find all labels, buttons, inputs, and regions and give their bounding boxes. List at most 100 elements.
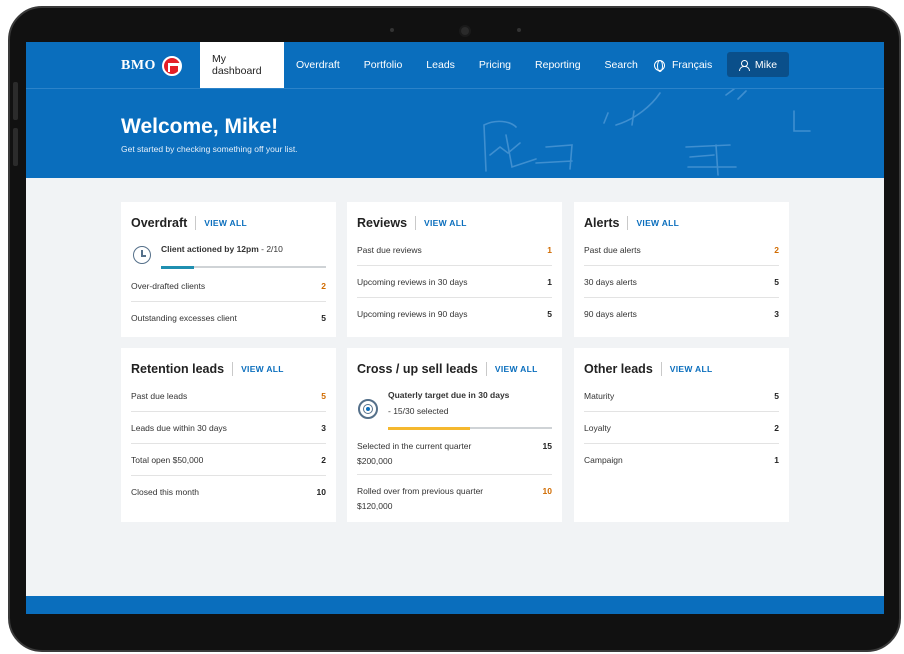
row-value: 5 [321,313,326,323]
row-value: 1 [774,455,779,465]
list-item[interactable]: Total open $50,000 2 [131,455,326,465]
row-label: Past due leads [131,391,188,401]
card-title: Overdraft [131,216,188,230]
divider [195,216,197,230]
other-leads-card: Other leads VIEW ALL Maturity 5 Loyalty … [574,348,789,522]
target-icon [358,399,378,419]
row-divider [584,297,779,298]
view-all-overdraft-link[interactable]: VIEW ALL [204,218,247,228]
row-value: 10 [542,486,552,496]
list-item[interactable]: Rolled over from previous quarter $120,0… [357,486,552,511]
nav-items: My dashboard Overdraft Portfolio Leads P… [200,42,650,88]
task-progress-fill [388,426,470,430]
welcome-banner: Welcome, Mike! Get started by checking s… [26,88,884,178]
view-all-reviews-link[interactable]: VIEW ALL [424,218,467,228]
view-all-retention-link[interactable]: VIEW ALL [241,364,284,374]
task-progress-bar [161,265,326,269]
list-item[interactable]: Over-drafted clients 2 [131,281,326,291]
list-item[interactable]: 30 days alerts 5 [584,277,779,287]
list-item[interactable]: Past due reviews 1 [357,245,552,255]
row-value: 5 [321,391,326,401]
user-menu-button[interactable]: Mike [727,52,789,77]
user-icon [738,59,750,71]
camera [459,25,471,37]
card-title: Other leads [584,362,653,376]
row-divider [584,265,779,266]
row-value: 3 [321,423,326,433]
task-progress-text: - 15/30 selected [388,406,449,416]
task-progress-fill [161,265,194,269]
row-label: Upcoming reviews in 90 days [357,309,468,319]
nav-item-leads[interactable]: Leads [426,59,455,71]
globe-icon [654,59,665,72]
row-label: Leads due within 30 days [131,423,227,433]
row-divider [131,443,326,444]
row-value: 2 [321,281,326,291]
reviews-card: Reviews VIEW ALL Past due reviews 1 Upco… [347,202,562,337]
row-value: 3 [774,309,779,319]
footer-bar [26,596,884,614]
view-all-other-leads-link[interactable]: VIEW ALL [669,364,713,374]
bmo-roundel-icon [161,56,182,76]
bmo-logo[interactable]: BMO [121,56,182,76]
nav-item-overdraft[interactable]: Overdraft [296,59,340,71]
user-name: Mike [754,58,778,71]
list-item[interactable]: Upcoming reviews in 30 days 1 [357,277,552,287]
row-label: 90 days alerts [584,309,637,319]
card-title: Alerts [584,216,620,230]
clock-icon [133,246,151,264]
list-item[interactable]: Loyalty 2 [584,423,779,433]
welcome-subtitle: Get started by checking something off yo… [121,144,298,154]
retention-leads-card: Retention leads VIEW ALL Past due leads … [121,348,336,522]
row-value: 2 [774,423,779,433]
row-label: Rolled over from previous quarter [357,486,484,496]
alerts-card: Alerts VIEW ALL Past due alerts 2 30 day… [574,202,789,337]
top-nav: BMO My dashboard Overdraft Portfolio Lea… [26,42,884,88]
sensor-dot [390,28,394,32]
list-item[interactable]: Closed this month 10 [131,487,326,497]
divider [232,362,234,376]
row-label: Campaign [584,455,623,465]
row-value: 5 [547,309,552,319]
row-label: Past due alerts [584,245,641,255]
list-item[interactable]: Campaign 1 [584,455,779,465]
sensor-dot [517,28,521,32]
view-all-alerts-link[interactable]: VIEW ALL [636,218,680,228]
list-item[interactable]: Past due leads 5 [131,391,326,401]
task-line: Quaterly target due in 30 days - 15/30 s… [388,390,553,416]
nav-item-reporting[interactable]: Reporting [535,59,581,71]
nav-item-portfolio[interactable]: Portfolio [363,59,403,71]
list-item[interactable]: Selected in the current quarter $200,000… [357,441,552,466]
list-item[interactable]: Outstanding excesses client 5 [131,313,326,323]
row-divider [584,411,779,412]
list-item[interactable]: Upcoming reviews in 90 days 5 [357,309,552,319]
row-label: Outstanding excesses client [131,313,237,323]
language-toggle[interactable]: Français [654,42,712,88]
list-item[interactable]: 90 days alerts 3 [584,309,779,319]
row-value: 5 [774,391,779,401]
row-label: Upcoming reviews in 30 days [357,277,468,287]
view-all-cross-sell-link[interactable]: VIEW ALL [494,364,538,374]
row-label: Loyalty [584,423,611,433]
cross-up-sell-leads-card: Cross / up sell leads VIEW ALL Quaterly … [347,348,562,522]
row-amount: $120,000 [357,501,393,511]
divider [627,216,629,230]
list-item[interactable]: Past due alerts 2 [584,245,779,255]
side-button [13,128,18,166]
logo-text: BMO [121,58,156,73]
row-divider [357,474,552,475]
nav-item-pricing[interactable]: Pricing [478,59,512,71]
decorative-illustration [483,89,811,176]
row-label: Selected in the current quarter [357,441,472,451]
list-item[interactable]: Maturity 5 [584,391,779,401]
row-label: Total open $50,000 [131,455,204,465]
nav-item-search[interactable]: Search [604,59,638,71]
row-amount: $200,000 [357,456,393,466]
card-title: Retention leads [131,362,225,376]
list-item[interactable]: Leads due within 30 days 3 [131,423,326,433]
nav-item-my-dashboard[interactable]: My dashboard [200,42,284,88]
row-label: Past due reviews [357,245,422,255]
card-title: Cross / up sell leads [357,362,478,376]
task-progress-text: - 2/10 [258,244,283,254]
task-label: Client actioned by 12pm [161,244,259,254]
